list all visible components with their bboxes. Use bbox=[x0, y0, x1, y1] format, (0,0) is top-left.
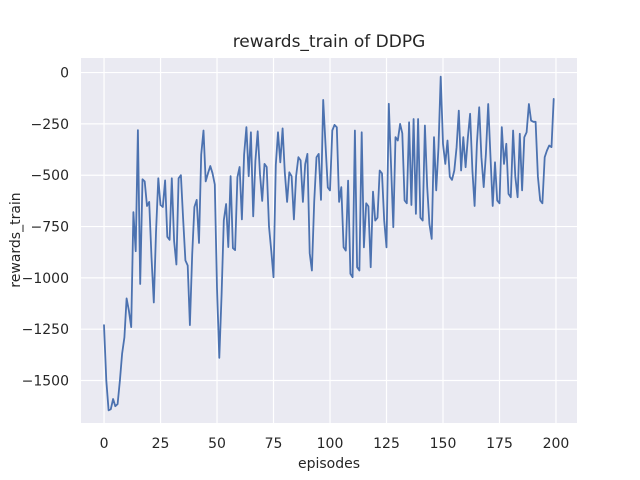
tick-labels: 0 25 50 75 100 125 150 175 200 0 −250 −500 −750 −1000… bbox=[22, 66, 570, 452]
x-tick-label: 50 bbox=[208, 436, 226, 452]
x-tick-label: 175 bbox=[486, 436, 513, 452]
reward-line bbox=[103, 75, 555, 412]
x-tick-label: 0 bbox=[100, 436, 109, 452]
y-tick-label: −250 bbox=[31, 117, 69, 133]
y-axis-label: rewards_train bbox=[8, 192, 24, 287]
chart-title: rewards_train of DDPG bbox=[233, 32, 426, 52]
x-tick-label: 25 bbox=[152, 436, 170, 452]
x-tick-label: 100 bbox=[317, 436, 344, 452]
gridlines bbox=[81, 58, 577, 423]
x-tick-label: 150 bbox=[430, 436, 457, 452]
y-tick-label: −1250 bbox=[22, 322, 69, 338]
y-tick-label: −750 bbox=[31, 220, 69, 236]
y-tick-label: 0 bbox=[60, 66, 69, 82]
y-tick-label: −1000 bbox=[22, 271, 69, 287]
plot-area bbox=[81, 58, 577, 423]
x-axis-label: episodes bbox=[298, 456, 360, 472]
y-tick-label: −1500 bbox=[22, 374, 69, 390]
x-tick-label: 75 bbox=[265, 436, 283, 452]
x-tick-label: 125 bbox=[373, 436, 400, 452]
y-tick-label: −500 bbox=[31, 168, 69, 184]
x-tick-label: 200 bbox=[543, 436, 570, 452]
data-series-layer bbox=[103, 75, 555, 412]
